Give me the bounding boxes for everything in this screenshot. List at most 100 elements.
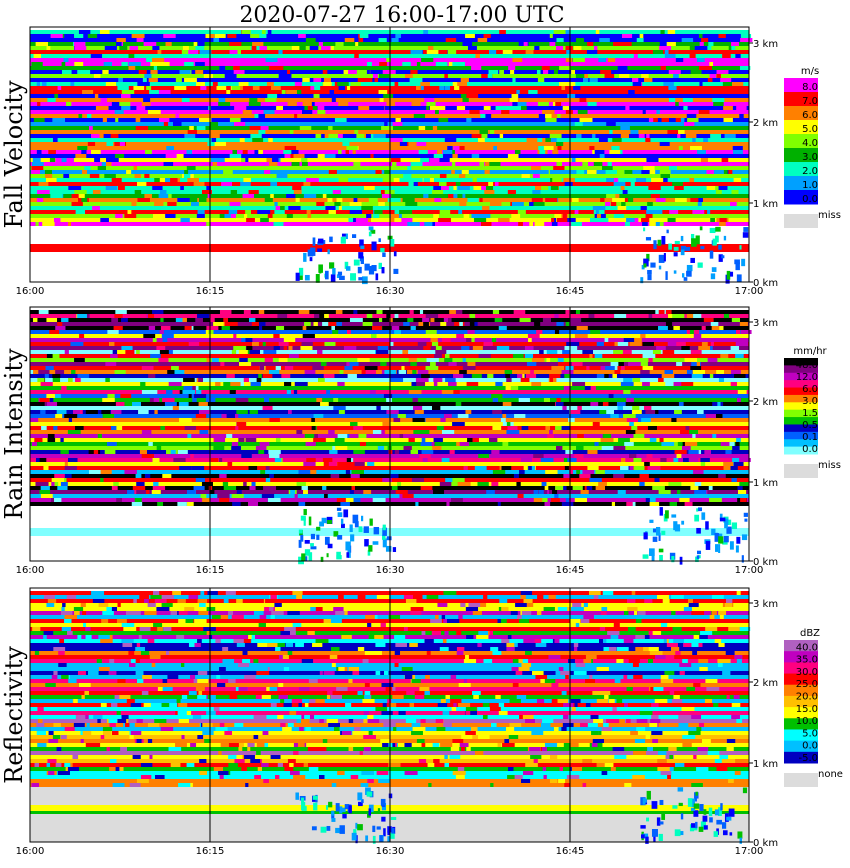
colorbar-swatch (784, 751, 818, 764)
colorbar-missing-swatch (784, 773, 818, 787)
time-tick-label: 17:00 (735, 565, 764, 576)
colorbar-swatch (784, 372, 818, 381)
time-tick-label: 16:15 (196, 286, 225, 297)
colorbar-level-label: 6.0 (802, 384, 818, 395)
time-tick-label: 16:30 (376, 846, 405, 857)
panel-title: Fall Velocity (0, 80, 28, 229)
height-tick-label: 3 km (753, 318, 778, 329)
time-tick-label: 16:00 (16, 565, 45, 576)
heatmap-cells (30, 30, 753, 285)
colorbar-swatch (784, 740, 818, 753)
colorbar-swatch (784, 640, 818, 652)
height-tick-label: 0 km (753, 557, 778, 568)
colorbar-swatch (784, 439, 818, 448)
time-tick-label: 17:00 (735, 286, 764, 297)
colorbar-unit: mm/hr (793, 346, 827, 357)
colorbar-swatch (784, 431, 818, 440)
colorbar-level-label: 30.0 (796, 667, 818, 678)
colorbar-missing-label: miss (818, 210, 841, 221)
colorbar-level-label: 15.0 (796, 704, 818, 715)
colorbar-unit: dBZ (800, 628, 820, 639)
colorbar-level-label: 20.0 (796, 692, 818, 703)
colorbar-level-label: 2.0 (802, 166, 818, 177)
time-tick-label: 16:30 (376, 565, 405, 576)
colorbar-level-label: 48.0 (796, 360, 818, 371)
colorbar-level-label: 7.0 (802, 96, 818, 107)
colorbar-missing-swatch (784, 214, 818, 228)
colorbar-swatch (784, 148, 818, 163)
colorbar-swatch (784, 729, 818, 742)
height-tick-label: 3 km (753, 599, 778, 610)
time-tick-label: 17:00 (735, 846, 764, 857)
colorbar-swatch (784, 92, 818, 107)
colorbar-level-label: 3.0 (802, 152, 818, 163)
colorbar-level-label: 0.1 (802, 432, 818, 443)
colorbar-level-label: 5.0 (802, 124, 818, 135)
colorbar-level-label: 6.0 (802, 110, 818, 121)
colorbar-level-label: 0.5 (802, 420, 818, 431)
colorbar: dBZ 40.0 35.030.025.0 20.015.010.05.0 0.0-5.… (784, 628, 843, 787)
colorbar-swatch (784, 190, 818, 205)
colorbar-level-label: 8.0 (802, 82, 818, 93)
colorbar-level-label: 1.0 (802, 180, 818, 191)
height-tick-label: 3 km (753, 39, 778, 50)
height-tick-label: 1 km (753, 759, 778, 770)
height-tick-label: 2 km (753, 118, 778, 129)
height-tick-label: 1 km (753, 199, 778, 210)
colorbar-swatch (784, 651, 818, 663)
colorbar-swatch (784, 402, 818, 411)
colorbar-missing-label: none (818, 769, 843, 780)
colorbar-swatch (784, 394, 818, 403)
time-tick-label: 16:15 (196, 565, 225, 576)
colorbar-swatch (784, 662, 818, 675)
time-tick-label: 16:30 (376, 286, 405, 297)
colorbar-level-label: 0.0 (802, 444, 818, 455)
panel-rain-intensity: 16:00 16:15 16:30 16:45 17:000 km 1 km 2 km 3 k… (0, 306, 841, 576)
colorbar-level-label: 40.0 (796, 642, 818, 653)
colorbar-swatch (784, 176, 818, 191)
height-tick-label: 0 km (753, 278, 778, 289)
colorbar-swatch (784, 446, 818, 455)
colorbar-level-label: 0.0 (802, 194, 818, 205)
heatmap-cells (30, 310, 752, 565)
colorbar-swatch (784, 78, 818, 93)
time-tick-label: 16:00 (16, 846, 45, 857)
colorbar-missing-swatch (784, 464, 818, 478)
colorbar-level-label: 5.0 (802, 728, 818, 739)
colorbar-swatch (784, 718, 818, 730)
time-tick-label: 16:45 (556, 565, 585, 576)
colorbar-level-label: 4.0 (802, 138, 818, 149)
colorbar-level-label: 0.0 (802, 741, 818, 752)
colorbar-swatch (784, 380, 818, 389)
colorbar-swatch (784, 409, 818, 418)
colorbar-unit: m/s (801, 66, 819, 77)
colorbar-swatch (784, 673, 818, 686)
colorbar-swatch (784, 162, 818, 177)
panel-reflectivity: 16:00 16:15 16:30 16:45 17:000 km 1 km 2 km 3 k… (0, 587, 843, 857)
height-tick-label: 1 km (753, 478, 778, 489)
colorbar-swatch (784, 387, 818, 396)
colorbar-level-label: 1.5 (802, 408, 818, 419)
colorbar-swatch (784, 424, 818, 433)
panel-title: Reflectivity (0, 646, 28, 784)
height-tick-label: 2 km (753, 397, 778, 408)
colorbar-level-label: 12.0 (796, 372, 818, 383)
figure-title: 2020-07-27 16:00-17:00 UTC (239, 3, 564, 28)
time-tick-label: 16:15 (196, 846, 225, 857)
colorbar-swatch (784, 120, 818, 135)
colorbar-level-label: 35.0 (796, 655, 818, 666)
height-tick-label: 2 km (753, 678, 778, 689)
panel-fall-velocity: 16:00 16:15 16:30 16:45 17:000 km 1 km 2 km 3 k… (0, 26, 841, 297)
colorbar-swatch (784, 707, 818, 719)
colorbar-swatch (784, 695, 818, 708)
panel-title: Rain Intensity (0, 348, 28, 520)
colorbar-level-label: 25.0 (796, 679, 818, 690)
colorbar-level-label: -5.0 (798, 753, 818, 764)
colorbar-missing-label: miss (818, 460, 841, 471)
colorbar-swatch (784, 365, 818, 374)
colorbar-swatch (784, 134, 818, 149)
colorbar-swatch (784, 358, 818, 366)
